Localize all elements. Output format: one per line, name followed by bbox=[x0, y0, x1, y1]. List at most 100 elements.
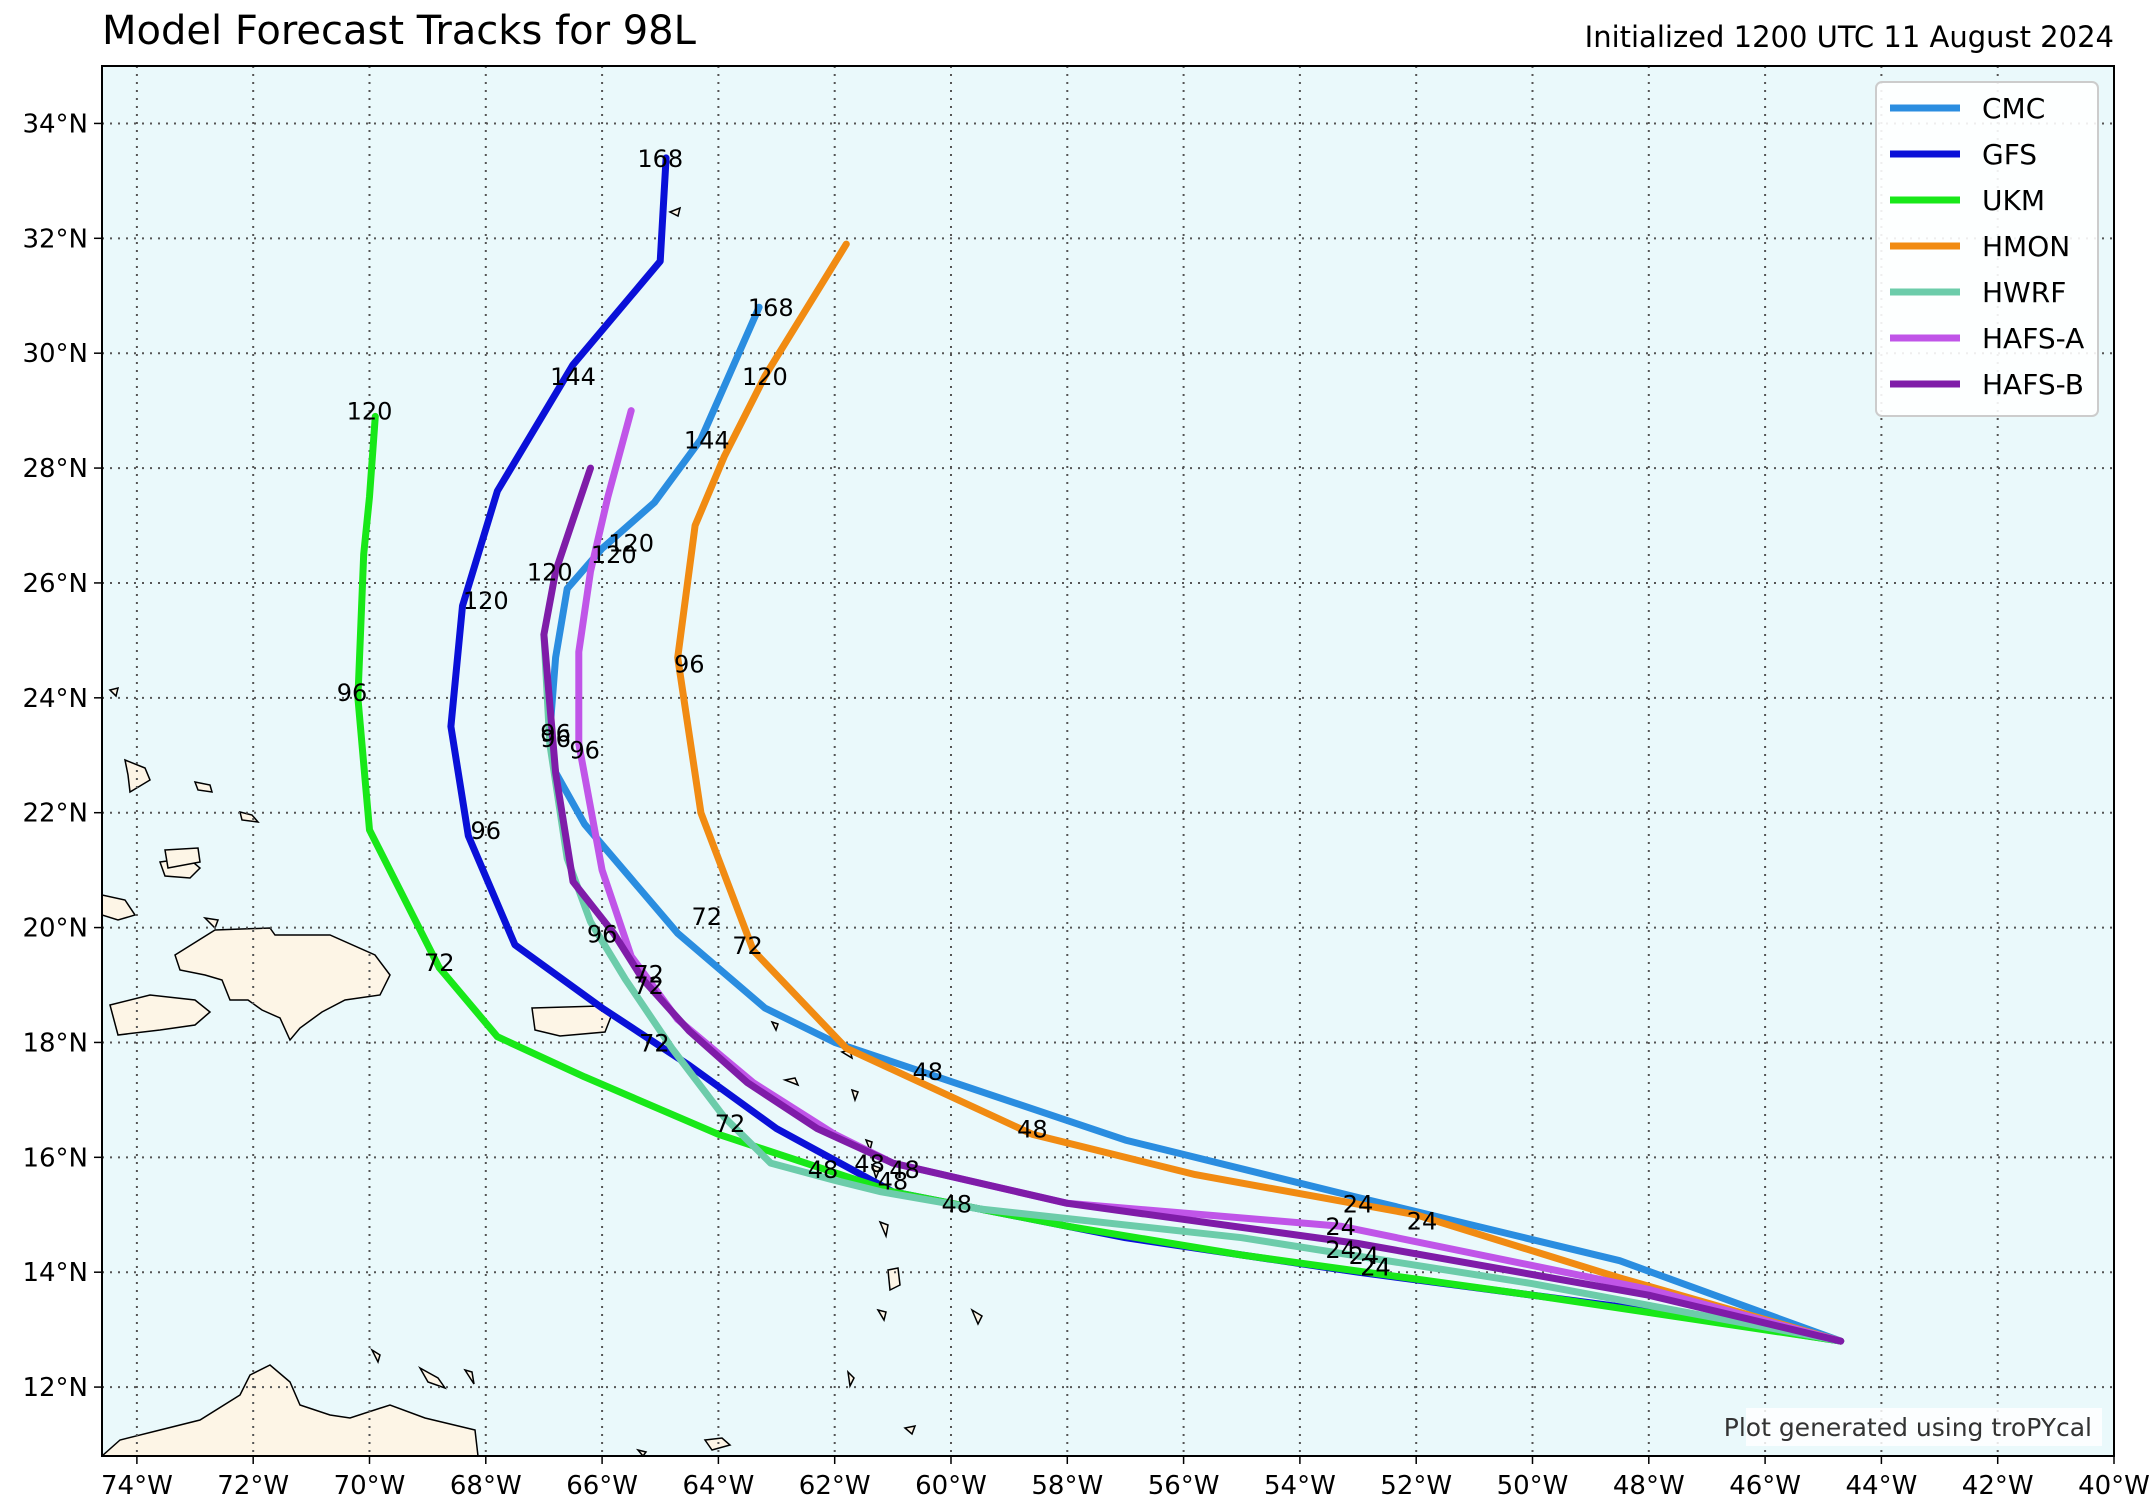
y-tick-label: 34°N bbox=[22, 109, 88, 139]
forecast-hour-label: 24 bbox=[1325, 1213, 1356, 1241]
legend-label: HMON bbox=[1982, 230, 2070, 263]
x-tick-label: 54°W bbox=[1264, 1471, 1336, 1501]
y-tick-label: 20°N bbox=[22, 914, 88, 944]
x-tick-label: 50°W bbox=[1497, 1471, 1569, 1501]
y-tick-label: 12°N bbox=[22, 1373, 88, 1403]
x-tick-label: 56°W bbox=[1148, 1471, 1220, 1501]
x-tick-label: 52°W bbox=[1380, 1471, 1452, 1501]
legend-label: HAFS-B bbox=[1982, 368, 2084, 401]
forecast-hour-label: 144 bbox=[684, 426, 730, 454]
x-tick-label: 64°W bbox=[682, 1471, 754, 1501]
forecast-hour-label: 48 bbox=[854, 1150, 885, 1178]
forecast-hour-label: 72 bbox=[633, 972, 664, 1000]
x-axis: 74°W 72°W 70°W 68°W 66°W 64°W 62°W 60°W 58°W 56°W… bbox=[101, 1456, 2150, 1501]
bahamas-2 bbox=[193, 780, 214, 793]
y-tick-label: 32°N bbox=[22, 224, 88, 254]
forecast-hour-label: 24 bbox=[1407, 1208, 1438, 1236]
x-tick-label: 44°W bbox=[1846, 1471, 1918, 1501]
forecast-hour-label: 48 bbox=[889, 1156, 920, 1184]
x-tick-label: 70°W bbox=[334, 1471, 406, 1501]
forecast-hour-label: 96 bbox=[540, 725, 571, 753]
lesser-antilles-1 bbox=[770, 1020, 779, 1032]
track-hafs-b bbox=[540, 464, 1845, 1345]
forecast-hour-label: 120 bbox=[591, 541, 637, 569]
forecast-hour-label: 24 bbox=[1360, 1253, 1391, 1281]
y-tick-label: 18°N bbox=[22, 1028, 88, 1058]
track-hmon bbox=[674, 240, 1845, 1345]
haiti-peninsula bbox=[109, 994, 212, 1036]
curacao bbox=[418, 1366, 447, 1390]
lesser-antilles-7 bbox=[878, 1220, 889, 1239]
ocean-background bbox=[102, 66, 2114, 1456]
forecast-hour-label: 120 bbox=[527, 558, 573, 586]
y-tick-label: 26°N bbox=[22, 569, 88, 599]
lesser-antilles-5 bbox=[864, 1138, 873, 1153]
forecast-tracks bbox=[354, 154, 1845, 1345]
lesser-antilles-8 bbox=[887, 1267, 901, 1292]
forecast-hour-label: 48 bbox=[912, 1058, 943, 1086]
forecast-hour-label: 120 bbox=[463, 587, 509, 615]
forecast-hour-label: 48 bbox=[942, 1190, 973, 1218]
forecast-hour-label: 48 bbox=[1017, 1116, 1048, 1144]
y-tick-label: 24°N bbox=[22, 684, 88, 714]
x-tick-label: 68°W bbox=[450, 1471, 522, 1501]
small-isle-3 bbox=[903, 1424, 917, 1436]
forecast-hour-label: 72 bbox=[639, 1029, 670, 1057]
forecast-hour-label: 24 bbox=[1360, 1253, 1391, 1281]
cuba-east bbox=[102, 894, 137, 921]
x-tick-label: 74°W bbox=[101, 1471, 173, 1501]
legend-label: UKM bbox=[1982, 184, 2045, 217]
forecast-hour-label: 120 bbox=[742, 363, 788, 391]
legend-label: HAFS-A bbox=[1982, 322, 2084, 355]
forecast-hour-label: 96 bbox=[337, 679, 368, 707]
legend-label: HWRF bbox=[1982, 276, 2066, 309]
aruba bbox=[370, 1347, 381, 1365]
legend-label: CMC bbox=[1982, 92, 2045, 125]
forecast-hour-label: 120 bbox=[608, 530, 654, 558]
x-tick-label: 58°W bbox=[1031, 1471, 1103, 1501]
south-america-coast bbox=[102, 1364, 479, 1456]
x-tick-label: 46°W bbox=[1729, 1471, 1801, 1501]
lesser-antilles-2 bbox=[782, 1077, 800, 1087]
forecast-hour-label: 168 bbox=[748, 294, 794, 322]
forecast-hour-label: 24 bbox=[1325, 1236, 1356, 1264]
y-tick-label: 16°N bbox=[22, 1143, 88, 1173]
forecast-hour-label: 120 bbox=[347, 398, 393, 426]
forecast-hour-label: 168 bbox=[637, 145, 683, 173]
y-tick-label: 28°N bbox=[22, 454, 88, 484]
grenada bbox=[846, 1369, 855, 1389]
legend: CMC GFS UKM HMON HWRF HAFS-A HAFS-B bbox=[1875, 81, 2099, 417]
hispaniola bbox=[174, 927, 391, 1042]
y-tick-label: 30°N bbox=[22, 339, 88, 369]
lesser-antilles-6 bbox=[870, 1163, 881, 1181]
forecast-hour-label: 24 bbox=[1343, 1190, 1374, 1218]
y-tick-label: 14°N bbox=[22, 1258, 88, 1288]
legend-label: GFS bbox=[1982, 138, 2037, 171]
init-time: Initialized 1200 UTC 11 August 2024 bbox=[1584, 20, 2114, 54]
x-tick-label: 62°W bbox=[799, 1471, 871, 1501]
forecast-hour-label: 72 bbox=[633, 961, 664, 989]
legend-box bbox=[1875, 81, 2099, 417]
bermuda bbox=[668, 206, 682, 218]
forecast-hour-label: 72 bbox=[691, 903, 722, 931]
x-tick-label: 48°W bbox=[1613, 1471, 1685, 1501]
y-axis: 12°N 14°N 16°N 18°N 20°N 22°N 24°N 26°N 28°N 30°N… bbox=[22, 109, 102, 1403]
track-ukm bbox=[354, 412, 1845, 1345]
forecast-hour-label: 96 bbox=[569, 737, 600, 765]
bonaire bbox=[463, 1368, 475, 1385]
x-tick-label: 42°W bbox=[1962, 1471, 2034, 1501]
small-isle-1 bbox=[108, 686, 120, 698]
map-frame bbox=[101, 65, 2115, 1457]
forecast-hour-label: 96 bbox=[674, 650, 705, 678]
forecast-hour-label: 144 bbox=[550, 363, 596, 391]
y-tick-label: 22°N bbox=[22, 799, 88, 829]
forecast-hour-label: 72 bbox=[715, 1110, 746, 1138]
lesser-antilles-4 bbox=[850, 1088, 859, 1103]
forecast-hour-label: 96 bbox=[587, 920, 618, 948]
forecast-hour-label: 96 bbox=[540, 719, 571, 747]
x-tick-label: 72°W bbox=[217, 1471, 289, 1501]
small-isle-2 bbox=[635, 1448, 648, 1456]
x-tick-label: 60°W bbox=[915, 1471, 987, 1501]
bahamas-4 bbox=[164, 847, 201, 869]
